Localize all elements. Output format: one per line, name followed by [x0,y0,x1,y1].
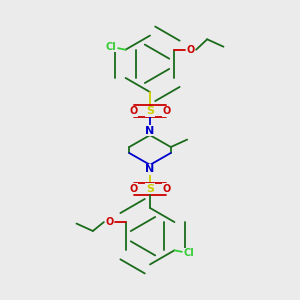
Text: O: O [105,217,113,227]
Text: O: O [130,106,138,116]
Text: N: N [146,164,154,174]
Text: S: S [146,106,154,116]
Text: O: O [130,184,138,194]
Text: O: O [162,184,170,194]
Text: Cl: Cl [184,248,195,258]
Text: O: O [162,106,170,116]
Text: Cl: Cl [105,42,116,52]
Text: S: S [146,184,154,194]
Text: O: O [187,45,195,55]
Text: N: N [146,126,154,136]
